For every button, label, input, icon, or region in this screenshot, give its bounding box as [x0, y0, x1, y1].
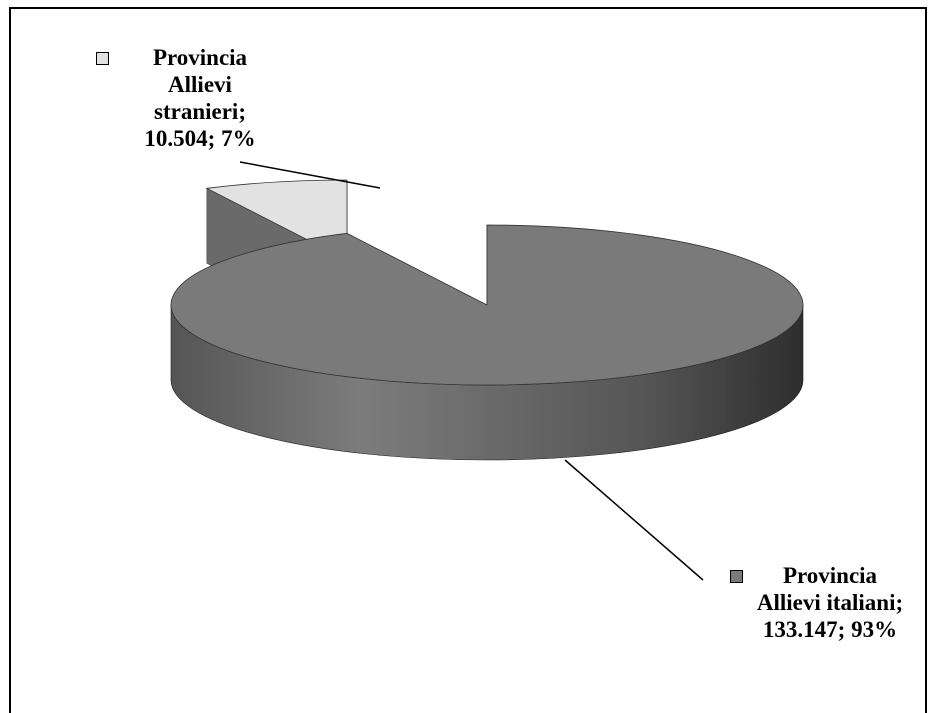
leader-line	[239, 161, 381, 189]
slice	[170, 224, 804, 386]
data-label: Provincia Allievi stranieri; 10.504; 7%	[144, 45, 256, 151]
frame	[9, 7, 927, 713]
legend-key	[96, 52, 109, 65]
leader-line	[564, 459, 704, 581]
pie	[170, 179, 804, 461]
legend-key	[730, 570, 743, 583]
data-label: Provincia Allievi italiani; 133.147; 93%	[756, 563, 904, 642]
